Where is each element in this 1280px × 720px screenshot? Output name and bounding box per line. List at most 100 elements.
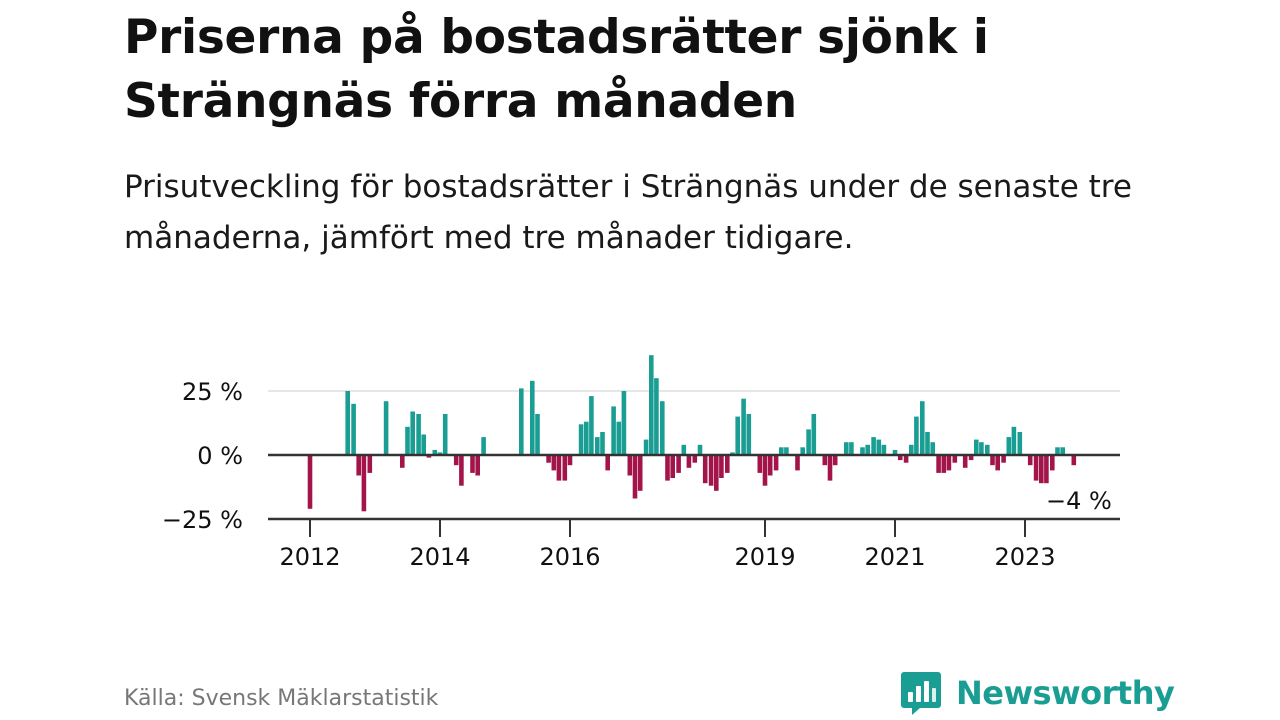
bar [832, 455, 838, 466]
bar [719, 455, 724, 478]
bar [849, 442, 854, 455]
bar [600, 432, 605, 455]
bar [909, 444, 914, 455]
newsworthy-logo: Newsworthy [900, 670, 1175, 716]
bar [546, 455, 551, 463]
bar [1006, 437, 1012, 455]
bar [351, 403, 356, 455]
bar [426, 455, 432, 458]
chart-subtitle: Prisutveckling för bostadsrätter i Strän… [124, 169, 1132, 256]
bar [584, 421, 589, 455]
bar [990, 455, 995, 466]
bar [621, 391, 627, 455]
bar [757, 455, 763, 473]
bar [936, 455, 941, 473]
bar [871, 437, 876, 455]
y-tick-label: −25 % [162, 506, 243, 534]
bar [974, 439, 979, 455]
bar [654, 378, 659, 455]
bar [865, 444, 870, 455]
bar [1039, 455, 1044, 484]
bar [595, 437, 600, 455]
bar [860, 447, 865, 455]
x-tick-label: 2016 [539, 543, 600, 571]
bar [1055, 447, 1060, 455]
bar [806, 429, 811, 455]
bar [930, 442, 935, 455]
latest-value-label: −4 % [1046, 487, 1112, 515]
bar [881, 444, 887, 455]
bar [876, 439, 882, 455]
bar-chart: 25 % 0 % −25 % 2012 2014 2016 2019 2021 2023 −4… [162, 355, 1120, 571]
bar [562, 455, 568, 481]
bar [897, 455, 903, 461]
bar [611, 406, 616, 455]
bar [692, 455, 698, 463]
chart-title: Priserna på bostadsrätter sjönk i Sträng… [124, 10, 989, 129]
bar [530, 380, 535, 455]
bar-chart-bubble-icon [901, 672, 941, 715]
bar [714, 455, 719, 491]
bar [920, 401, 925, 455]
bar [844, 442, 849, 455]
bar [410, 411, 415, 455]
bar [1011, 426, 1017, 455]
bar [432, 449, 438, 455]
bar [1044, 455, 1049, 484]
bar [800, 447, 805, 455]
source-credit: Källa: Svensk Mäklarstatistik [124, 686, 439, 711]
bar [1050, 455, 1055, 471]
bar [681, 444, 687, 455]
bar [697, 444, 703, 455]
bar [345, 391, 350, 455]
x-tick-label: 2014 [409, 543, 470, 571]
bar [405, 426, 410, 455]
bar [421, 434, 426, 455]
bar [307, 455, 313, 509]
bar [632, 455, 638, 499]
bar [708, 455, 714, 486]
bar [1033, 455, 1039, 481]
bar [616, 421, 622, 455]
bar [670, 455, 675, 478]
axes [268, 453, 1120, 537]
x-tick-label: 2023 [994, 543, 1055, 571]
bar [676, 455, 681, 473]
bar [995, 455, 1000, 471]
bar [725, 455, 730, 473]
bar [637, 455, 643, 491]
bar [946, 455, 952, 471]
bar [361, 455, 367, 512]
y-tick-label: 0 % [197, 442, 243, 470]
bar [686, 455, 692, 468]
bar [470, 455, 475, 473]
x-axis-labels: 2012 2014 2016 2019 2021 2023 [279, 543, 1055, 571]
bar [762, 455, 768, 486]
bars [307, 355, 1077, 512]
bar [416, 414, 421, 455]
bar [475, 455, 480, 476]
bar [773, 455, 779, 471]
bar [649, 355, 654, 455]
bar [519, 388, 524, 455]
bar [660, 401, 665, 455]
brand-name: Newsworthy [956, 674, 1175, 712]
bar [567, 455, 573, 466]
bar [811, 414, 817, 455]
annotations: −4 % [1046, 487, 1112, 515]
bar [822, 455, 828, 466]
x-tick-label: 2019 [734, 543, 795, 571]
x-tick-label: 2021 [864, 543, 925, 571]
bar [735, 416, 740, 455]
bar [605, 455, 610, 471]
bar [767, 455, 773, 476]
bar [952, 455, 958, 463]
bar [968, 455, 974, 461]
bar [1017, 432, 1023, 455]
bar [400, 455, 405, 468]
bar [535, 414, 540, 455]
bar [985, 444, 990, 455]
bar [702, 455, 708, 484]
bar [578, 424, 584, 455]
bar [925, 432, 930, 455]
